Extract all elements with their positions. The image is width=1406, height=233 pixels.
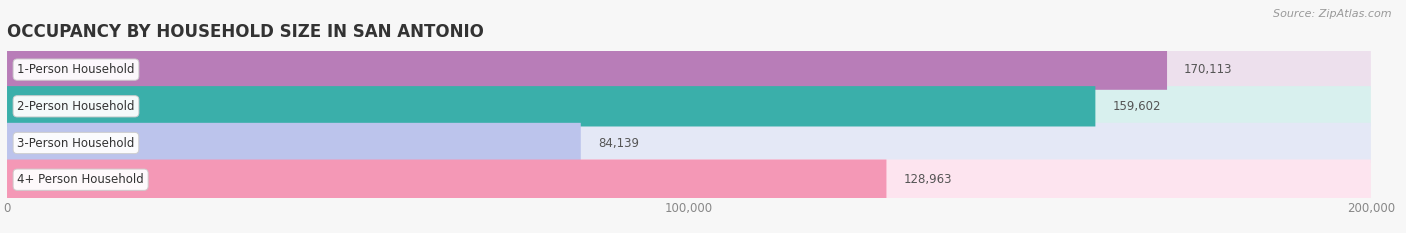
Text: 4+ Person Household: 4+ Person Household (17, 173, 143, 186)
Text: 3-Person Household: 3-Person Household (17, 137, 135, 150)
FancyBboxPatch shape (7, 160, 1371, 200)
FancyBboxPatch shape (7, 123, 581, 163)
Text: 170,113: 170,113 (1184, 63, 1233, 76)
Text: 84,139: 84,139 (598, 137, 638, 150)
FancyBboxPatch shape (7, 49, 1167, 90)
Text: OCCUPANCY BY HOUSEHOLD SIZE IN SAN ANTONIO: OCCUPANCY BY HOUSEHOLD SIZE IN SAN ANTON… (7, 23, 484, 41)
FancyBboxPatch shape (7, 160, 886, 200)
FancyBboxPatch shape (7, 49, 1371, 90)
FancyBboxPatch shape (7, 123, 1371, 163)
Text: 128,963: 128,963 (904, 173, 952, 186)
Text: Source: ZipAtlas.com: Source: ZipAtlas.com (1274, 9, 1392, 19)
Text: 2-Person Household: 2-Person Household (17, 100, 135, 113)
FancyBboxPatch shape (7, 86, 1371, 127)
FancyBboxPatch shape (7, 86, 1095, 127)
Text: 159,602: 159,602 (1112, 100, 1161, 113)
Text: 1-Person Household: 1-Person Household (17, 63, 135, 76)
